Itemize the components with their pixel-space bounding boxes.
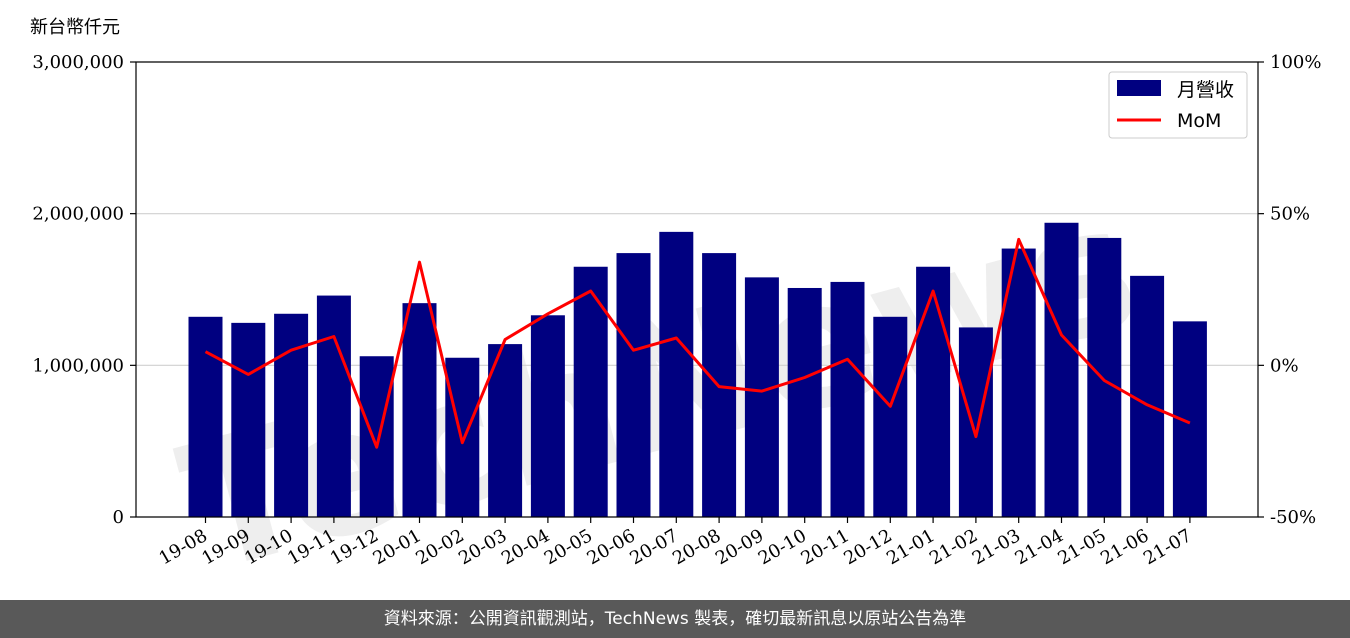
bar [359, 356, 394, 517]
x-tick-label: 21-01 [883, 525, 938, 569]
x-tick-label: 21-03 [969, 525, 1024, 569]
right-tick-label: -50% [1270, 507, 1316, 528]
mom-line [204, 237, 1191, 449]
x-tick-label: 20-10 [755, 525, 810, 569]
left-tick-label: 2,000,000 [32, 204, 124, 225]
left-axis: 0 1,000,000 2,000,000 3,000,000 [32, 52, 136, 528]
legend: 月營收 MoM [1108, 71, 1248, 139]
x-tick-label: 20-12 [840, 525, 895, 569]
bar [274, 313, 309, 517]
bar [787, 287, 822, 517]
bar [1087, 237, 1122, 517]
legend-bar-label: 月營收 [1177, 79, 1234, 101]
bar [916, 266, 951, 517]
bar [830, 281, 865, 517]
bar [1044, 222, 1079, 517]
bar [402, 303, 437, 517]
x-tick-label: 21-04 [1012, 525, 1067, 569]
bar [744, 277, 779, 517]
right-tick-label: 0% [1270, 355, 1299, 376]
bar [316, 295, 351, 517]
y-unit-label: 新台幣仟元 [30, 17, 120, 38]
bar [488, 344, 523, 517]
bar [188, 316, 223, 517]
right-axis: -50% 0% 50% 100% [1258, 52, 1321, 528]
line-series [204, 237, 1191, 449]
bar [231, 322, 266, 517]
left-tick-label: 0 [113, 507, 124, 528]
bar [873, 316, 908, 517]
right-tick-label: 50% [1270, 204, 1310, 225]
legend-line-label: MoM [1177, 110, 1221, 132]
x-tick-label: 20-06 [584, 525, 639, 569]
plot-frame [135, 61, 1259, 518]
left-tick-label: 3,000,000 [32, 52, 124, 73]
bar [573, 266, 608, 517]
bar [1130, 275, 1165, 517]
x-tick-label: 20-05 [541, 525, 596, 569]
bar [616, 253, 651, 517]
bar [958, 327, 993, 517]
x-tick-label: 20-07 [626, 525, 681, 569]
x-tick-label: 20-09 [712, 525, 767, 569]
source-footer: 資料來源：公開資訊觀測站，TechNews 製表，確切最新訊息以原站公告為準 [0, 600, 1350, 638]
right-tick-label: 100% [1270, 52, 1321, 73]
left-tick-label: 1,000,000 [32, 355, 124, 376]
bar [530, 315, 565, 517]
x-tick-label: 21-05 [1054, 525, 1109, 569]
legend-bar-swatch [1117, 80, 1161, 96]
x-tick-label: 21-06 [1097, 525, 1152, 569]
bar-series [188, 222, 1207, 518]
x-tick-label: 20-11 [798, 525, 853, 569]
chart-canvas: TechNews 新台幣仟元 01,000,0002,000,0003,000,… [30, 17, 1321, 600]
x-tick-label: 21-07 [1140, 525, 1195, 569]
x-tick-label: 20-08 [669, 525, 724, 569]
x-tick-label: 21-02 [926, 525, 981, 569]
bar [659, 231, 694, 517]
